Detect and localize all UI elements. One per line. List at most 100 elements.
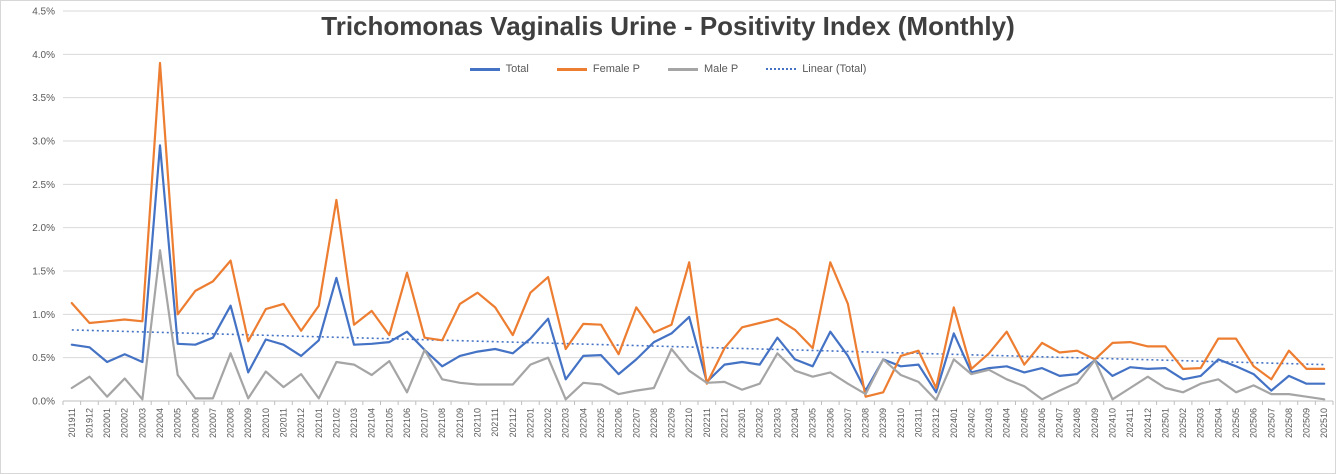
y-axis-tick-label: 0.0%: [32, 397, 55, 408]
y-axis-tick-label: 3.5%: [32, 93, 55, 104]
chart-legend: Total Female P Male P Linear (Total): [1, 63, 1335, 75]
x-axis-tick-label: 202301: [737, 408, 747, 438]
x-axis-tick-label: 202308: [861, 408, 871, 438]
legend-item-female-p: Female P: [556, 63, 640, 75]
x-axis-tick-label: 202205: [596, 408, 606, 438]
x-axis-tick-label: 202209: [667, 408, 677, 438]
x-axis-tick-label: 202504: [1213, 408, 1223, 438]
x-axis-tick-label: 202008: [226, 408, 236, 438]
x-axis-tick-label: 202102: [331, 408, 341, 438]
x-axis-tick-label: 202001: [102, 408, 112, 438]
x-axis-tick-label: 202101: [314, 408, 324, 438]
legend-dotted-swatch: [766, 68, 797, 70]
x-axis-tick-label: 202411: [1125, 408, 1135, 437]
x-axis-tick-label: 202007: [208, 408, 218, 438]
y-axis-tick-label: 4.0%: [32, 50, 55, 61]
x-axis-tick-label: 202403: [984, 408, 994, 438]
x-axis-tick-label: 202206: [614, 408, 624, 438]
x-axis-tick-label: 202004: [155, 408, 165, 438]
x-axis-tick-label: 202404: [1002, 408, 1012, 438]
x-axis-tick-label: 202003: [137, 408, 147, 438]
x-axis-tick-label: 202202: [543, 408, 553, 438]
x-axis-tick-label: 202503: [1196, 408, 1206, 438]
y-axis-tick-label: 1.0%: [32, 310, 55, 321]
x-axis-tick-label: 202011: [278, 408, 288, 437]
x-axis-tick-label: 202103: [349, 408, 359, 438]
x-axis-tick-label: 202105: [384, 408, 394, 438]
legend-label: Male P: [703, 63, 739, 75]
y-axis-tick-label: 3.0%: [32, 137, 55, 148]
x-axis-tick-label: 202409: [1090, 408, 1100, 438]
x-axis-tick-label: 202509: [1302, 408, 1312, 438]
x-axis-tick-label: 202501: [1160, 408, 1170, 438]
x-axis-tick-label: 202109: [455, 408, 465, 438]
x-axis-tick-label: 201911: [67, 408, 77, 437]
x-axis-tick-label: 202302: [755, 408, 765, 438]
x-axis-tick-label: 202510: [1319, 408, 1329, 438]
x-axis-tick-label: 202505: [1231, 408, 1241, 438]
x-axis-tick-label: 202305: [808, 408, 818, 438]
x-axis-tick-label: 202012: [296, 408, 306, 438]
x-axis-tick-label: 202005: [173, 408, 183, 438]
y-axis-tick-label: 2.5%: [32, 180, 55, 191]
series-line-male-p: [70, 249, 1326, 402]
y-axis-tick-label: 2.0%: [32, 223, 55, 234]
x-axis-tick-label: 202401: [949, 408, 959, 438]
x-axis-tick-label: 202408: [1072, 408, 1082, 438]
x-axis-tick-label: 202106: [402, 408, 412, 438]
y-axis-tick-label: 4.5%: [32, 7, 55, 18]
legend-item-male-p: Male P: [667, 63, 739, 75]
x-axis-tick-label: 202212: [719, 408, 729, 438]
x-axis-tick-label: 202405: [1019, 408, 1029, 438]
x-axis-tick-label: 202207: [631, 408, 641, 438]
x-axis-tick-label: 202201: [525, 408, 535, 438]
x-axis-tick-label: 202010: [261, 408, 271, 438]
x-axis-tick-label: 202310: [896, 408, 906, 438]
x-axis-tick-label: 202309: [878, 408, 888, 438]
x-axis-tick-label: 201912: [84, 408, 94, 438]
legend-item-total: Total: [469, 63, 529, 75]
x-axis-tick-label: 202110: [473, 408, 483, 437]
x-axis-tick-label: 202107: [420, 408, 430, 438]
x-axis-tick-label: 202111: [490, 408, 500, 437]
x-axis-tick-label: 202506: [1249, 408, 1259, 438]
legend-item-linear-total: Linear (Total): [766, 63, 866, 75]
x-axis-tick-label: 202311: [913, 408, 923, 437]
x-axis-tick-label: 202002: [120, 408, 130, 438]
x-axis-tick-label: 202108: [437, 408, 447, 438]
legend-line-swatch: [556, 67, 587, 71]
x-axis-tick-label: 202211: [702, 408, 712, 437]
x-axis-tick-label: 202412: [1143, 408, 1153, 438]
x-axis-tick-label: 202104: [367, 408, 377, 438]
y-axis-tick-label: 1.5%: [32, 267, 55, 278]
legend-label: Linear (Total): [802, 63, 867, 75]
legend-label: Total: [505, 63, 529, 75]
chart-title: Trichomonas Vaginalis Urine - Positivity…: [321, 11, 1015, 41]
series-line-total: [70, 144, 1326, 394]
x-axis-tick-label: 202204: [578, 408, 588, 438]
y-axis-tick-label: 0.5%: [32, 353, 55, 364]
x-axis-tick-label: 202508: [1284, 408, 1294, 438]
x-axis-tick-label: 202112: [508, 408, 518, 437]
x-axis-tick-label: 202303: [772, 408, 782, 438]
x-axis-tick-label: 202210: [684, 408, 694, 438]
x-axis-tick-label: 202306: [825, 408, 835, 438]
x-axis-tick-label: 202006: [190, 408, 200, 438]
x-axis-tick-label: 202208: [649, 408, 659, 438]
x-axis-tick-label: 202203: [561, 408, 571, 438]
x-axis-tick-label: 202304: [790, 408, 800, 438]
legend-line-swatch: [667, 67, 698, 71]
legend-label: Female P: [592, 63, 640, 75]
legend-line-swatch: [469, 67, 500, 71]
x-axis-tick-label: 202406: [1037, 408, 1047, 438]
x-axis-tick-label: 202410: [1108, 408, 1118, 438]
x-axis-tick-label: 202312: [931, 408, 941, 438]
series-line-female-p: [70, 61, 1326, 398]
x-axis-tick-label: 202502: [1178, 408, 1188, 438]
x-axis-tick-label: 202407: [1055, 408, 1065, 438]
x-axis-tick-label: 202307: [843, 408, 853, 438]
x-axis-tick-label: 202507: [1266, 408, 1276, 438]
x-axis-tick-label: 202009: [243, 408, 253, 438]
x-axis-tick-label: 202402: [966, 408, 976, 438]
